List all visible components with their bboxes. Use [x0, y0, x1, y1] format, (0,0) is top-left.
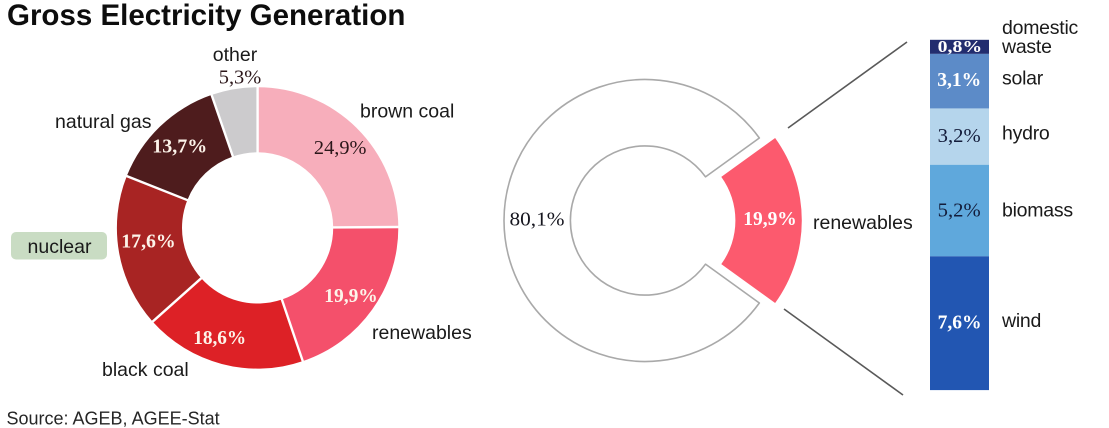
svg-text:Source: AGEB, AGEE-Stat: Source: AGEB, AGEE-Stat [7, 409, 220, 428]
svg-text:19,9%: 19,9% [743, 208, 797, 230]
svg-text:renewables: renewables [372, 322, 472, 344]
svg-text:Gross Electricity Generation: Gross Electricity Generation [7, 0, 405, 32]
svg-text:24,9%: 24,9% [314, 137, 367, 159]
svg-text:renewables: renewables [813, 212, 913, 234]
svg-text:brown coal: brown coal [360, 101, 454, 123]
svg-text:0,8%: 0,8% [938, 37, 983, 56]
svg-text:19,9%: 19,9% [324, 285, 378, 307]
svg-text:black coal: black coal [102, 359, 189, 381]
svg-text:18,6%: 18,6% [193, 327, 246, 349]
svg-text:5,2%: 5,2% [938, 199, 981, 221]
svg-text:3,2%: 3,2% [938, 125, 981, 147]
svg-text:5,3%: 5,3% [219, 67, 262, 89]
svg-text:13,7%: 13,7% [152, 136, 207, 158]
svg-text:80,1%: 80,1% [510, 209, 565, 231]
svg-text:17,6%: 17,6% [121, 231, 176, 253]
svg-text:natural gas: natural gas [55, 111, 152, 133]
svg-text:3,1%: 3,1% [937, 69, 981, 91]
svg-text:biomass: biomass [1002, 199, 1073, 221]
svg-text:nuclear: nuclear [28, 236, 92, 258]
svg-text:wind: wind [1001, 310, 1041, 332]
svg-text:hydro: hydro [1002, 122, 1050, 144]
svg-text:solar: solar [1002, 68, 1044, 90]
svg-text:domestic: domestic [1002, 17, 1079, 39]
svg-text:7,6%: 7,6% [938, 312, 982, 334]
svg-text:other: other [213, 44, 258, 66]
svg-text:waste: waste [1001, 36, 1052, 58]
